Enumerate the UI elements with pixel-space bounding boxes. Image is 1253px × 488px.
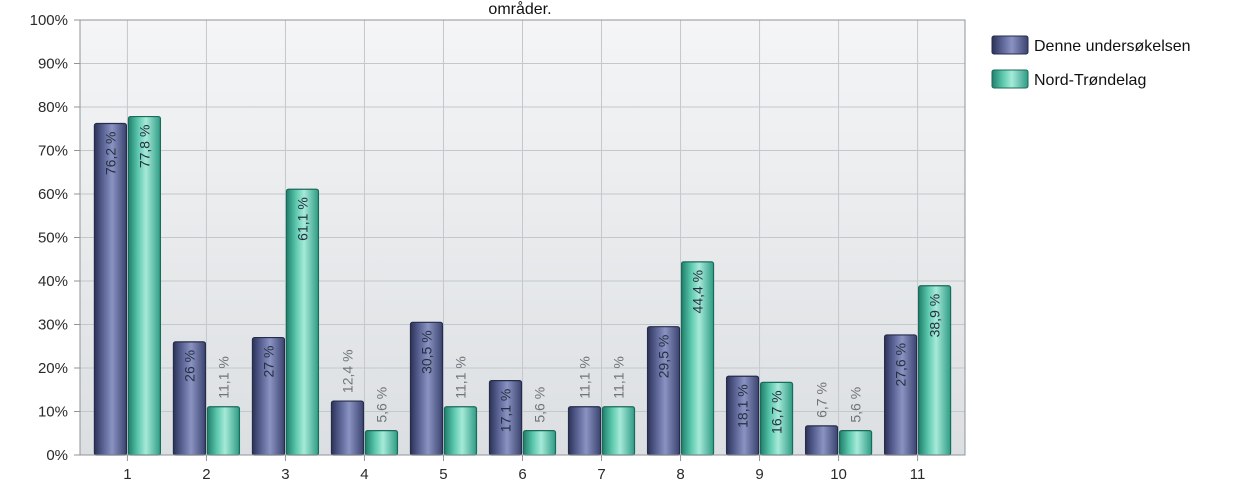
- x-tick-label: 8: [676, 466, 684, 483]
- bar-value-label: 5,6 %: [848, 387, 864, 423]
- legend-label: Nord-Trøndelag: [1034, 72, 1146, 89]
- bar-value-label: 76,2 %: [102, 132, 118, 176]
- x-tick-label: 4: [360, 466, 368, 483]
- bar-value-label: 12,4 %: [339, 349, 355, 393]
- bar-value-label: 30,5 %: [418, 330, 434, 374]
- chart-title: områder.: [488, 0, 551, 18]
- bar-value-label: 77,8 %: [136, 125, 152, 169]
- y-tick-label: 50%: [38, 230, 68, 247]
- y-tick-label: 70%: [38, 143, 68, 160]
- y-tick-label: 0%: [46, 447, 68, 464]
- bar-nord-trondelag-4: [364, 430, 399, 456]
- y-tick-label: 10%: [38, 404, 68, 421]
- bar-value-label: 27,6 %: [893, 343, 909, 387]
- y-tick-label: 80%: [38, 99, 68, 116]
- bar-value-label: 27 %: [260, 346, 276, 378]
- bar-value-label: 61,1 %: [294, 197, 310, 241]
- legend-swatch: [991, 69, 1029, 89]
- y-tick-label: 90%: [38, 56, 68, 73]
- bar-denne-7: [567, 406, 602, 456]
- bar-nord-trondelag-7: [601, 406, 636, 456]
- x-tick-label: 5: [439, 466, 447, 483]
- bar-value-label: 5,6 %: [373, 387, 389, 423]
- bar-value-label: 6,7 %: [814, 382, 830, 418]
- bar-nord-trondelag-5: [443, 406, 478, 456]
- bar-nord-trondelag-10: [838, 430, 873, 456]
- bar-value-label: 16,7 %: [769, 390, 785, 434]
- bar-value-label: 29,5 %: [656, 335, 672, 379]
- legend-swatch: [991, 35, 1029, 55]
- bar-nord-trondelag-6: [522, 430, 557, 456]
- legend-label: Denne undersøkelsen: [1034, 38, 1191, 55]
- y-tick-label: 60%: [38, 186, 68, 203]
- bar-value-label: 26 %: [181, 350, 197, 382]
- x-tick-label: 3: [281, 466, 289, 483]
- x-tick-label: 7: [597, 466, 605, 483]
- bar-value-label: 11,1 %: [577, 356, 593, 399]
- x-tick-label: 2: [202, 466, 210, 483]
- bar-denne-4: [330, 400, 365, 456]
- bar-value-label: 11,1 %: [215, 356, 231, 399]
- bar-value-label: 44,4 %: [690, 270, 706, 314]
- bar-nord-trondelag-2: [206, 406, 241, 456]
- y-tick-label: 20%: [38, 360, 68, 377]
- x-tick-label: 11: [910, 466, 926, 483]
- bar-denne-10: [804, 425, 839, 456]
- y-tick-label: 30%: [38, 317, 68, 334]
- x-tick-label: 10: [830, 466, 847, 483]
- bar-value-label: 38,9 %: [927, 294, 943, 338]
- bar-value-label: 17,1 %: [498, 389, 514, 433]
- bar-value-label: 5,6 %: [532, 387, 548, 423]
- plot-frame: [79, 19, 966, 456]
- x-tick-label: 6: [518, 466, 526, 483]
- y-tick-label: 40%: [38, 273, 68, 290]
- bar-value-label: 11,1 %: [611, 356, 627, 399]
- bar-value-label: 18,1 %: [735, 384, 751, 428]
- x-tick-label: 9: [755, 466, 763, 483]
- bar-value-label: 11,1 %: [452, 356, 468, 399]
- y-tick-label: 100%: [30, 12, 68, 29]
- x-tick-label: 1: [123, 466, 131, 483]
